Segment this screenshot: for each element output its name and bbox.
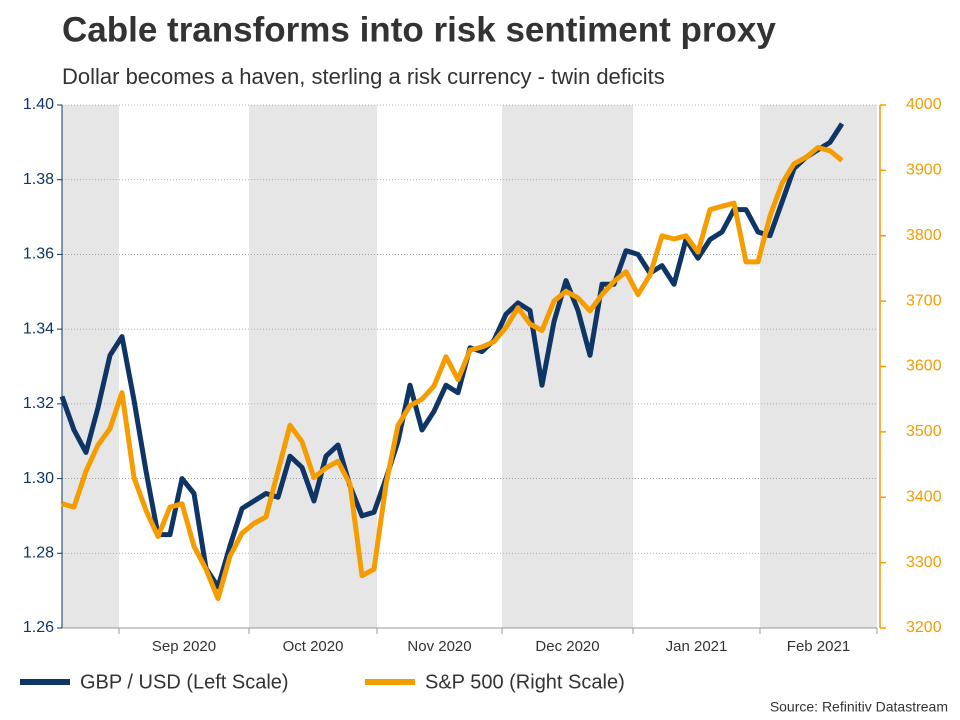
month-shade: [62, 105, 119, 628]
y-tick-label: 1.32: [23, 395, 54, 412]
source: Source: Refinitiv Datastream: [770, 699, 948, 715]
y-tick-label: 1.26: [23, 619, 54, 636]
y-tick-label: 1.28: [23, 545, 54, 562]
x-tick-label: Nov 2020: [407, 638, 471, 655]
chart-subtitle: Dollar becomes a haven, sterling a risk …: [62, 64, 665, 89]
legend-label: S&P 500 (Right Scale): [425, 671, 625, 693]
y-tick-label: 1.34: [23, 320, 54, 337]
y2-tick-label: 3900: [906, 162, 942, 179]
month-shade: [760, 105, 877, 628]
y-tick-label: 1.30: [23, 470, 54, 487]
y2-tick-label: 3500: [906, 423, 942, 440]
x-tick-label: Sep 2020: [152, 638, 216, 655]
y2-tick-label: 4000: [906, 96, 942, 113]
series-line: [59, 122, 845, 590]
x-tick-label: Dec 2020: [535, 638, 599, 655]
y2-tick-label: 3300: [906, 554, 942, 571]
x-tick-label: Jan 2021: [666, 638, 728, 655]
y2-tick-label: 3200: [906, 619, 942, 636]
y2-tick-label: 3700: [906, 292, 942, 309]
y-tick-label: 1.40: [23, 96, 54, 113]
x-tick-label: Feb 2021: [787, 638, 850, 655]
x-tick-label: Oct 2020: [283, 638, 344, 655]
legend-label: GBP / USD (Left Scale): [80, 671, 289, 693]
chart-title: Cable transforms into risk sentiment pro…: [62, 10, 776, 49]
month-shade: [502, 105, 633, 628]
series-line: [61, 145, 844, 602]
y-tick-label: 1.36: [23, 246, 54, 263]
y-tick-label: 1.38: [23, 171, 54, 188]
y2-tick-label: 3800: [906, 227, 942, 244]
y2-tick-label: 3400: [906, 488, 942, 505]
y2-tick-label: 3600: [906, 358, 942, 375]
